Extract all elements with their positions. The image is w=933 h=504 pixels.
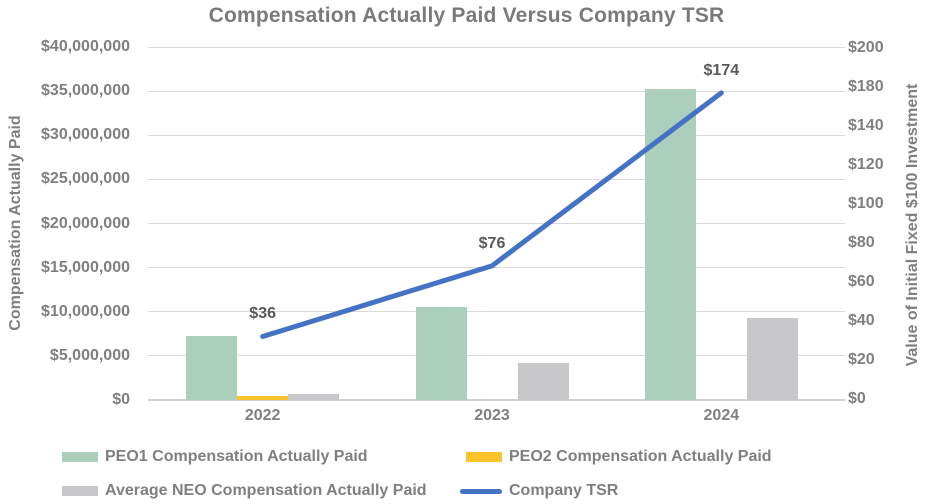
tsr-data-label: $76 [478, 234, 506, 252]
peo2-bar [237, 396, 289, 400]
gridline [148, 267, 845, 269]
peo1-bar [415, 307, 467, 400]
legend-label-peo2: PEO2 Compensation Actually Paid [509, 448, 772, 465]
gridline [148, 355, 845, 357]
left-axis-tick-label: $40,000,000 [41, 38, 130, 55]
left-axis-tick-label: $25,000,000 [41, 170, 130, 188]
right-axis-tick-label: $60 [848, 273, 875, 290]
legend-label-peo1: PEO1 Compensation Actually Paid [105, 448, 368, 465]
neo-bar [746, 317, 798, 400]
peo1-bar [186, 336, 238, 400]
right-axis-title: Value of Initial Fixed $100 Investment [904, 83, 921, 367]
right-axis-tick-label: $180 [848, 78, 884, 95]
left-axis-tick-label: $10,000,000 [41, 302, 130, 320]
tsr-data-label: $174 [703, 61, 740, 79]
gridline [148, 46, 845, 48]
tsr-line-swatch-icon [460, 488, 502, 494]
peo1-swatch-icon [62, 452, 98, 462]
left-axis-tick-label: $15,000,000 [41, 258, 130, 276]
gridline [148, 90, 845, 92]
gridline [148, 399, 845, 401]
legend-item-tsr: Company TSR [460, 481, 618, 501]
gridline [148, 178, 845, 180]
legend-label-neo: Average NEO Compensation Actually Paid [105, 482, 427, 499]
peo1-bar [644, 89, 696, 400]
right-axis-tick-label: $140 [848, 117, 884, 134]
x-axis-category-label: 2022 [244, 407, 281, 424]
peo2-swatch-icon [466, 452, 502, 462]
right-axis-tick-label: $200 [848, 39, 884, 56]
left-axis-tick-label: $0 [112, 391, 130, 408]
neo-bar [517, 362, 569, 400]
left-axis-tick-label: $30,000,000 [41, 126, 130, 144]
right-axis-tick-label: $120 [848, 156, 884, 173]
neo-bar [288, 394, 340, 400]
right-axis-tick-label: $0 [848, 390, 866, 407]
x-axis-category-label: 2024 [703, 407, 740, 424]
legend-item-peo2: PEO2 Compensation Actually Paid [466, 447, 772, 467]
right-axis-tick-label: $40 [848, 312, 875, 329]
neo-swatch-icon [62, 486, 98, 496]
left-axis-tick-label: $20,000,000 [41, 214, 130, 232]
gridline [148, 134, 845, 136]
left-axis-tick-label: $5,000,000 [49, 346, 130, 364]
chart-title: Compensation Actually Paid Versus Compan… [208, 4, 725, 27]
tsr-data-label: $36 [249, 305, 276, 323]
legend-item-peo1: PEO1 Compensation Actually Paid [62, 447, 368, 467]
legend-item-neo: Average NEO Compensation Actually Paid [62, 481, 427, 501]
right-axis-tick-label: $80 [848, 234, 875, 251]
right-axis-tick-label: $100 [848, 195, 884, 212]
right-axis-tick-label: $20 [848, 351, 875, 368]
gridline [148, 223, 845, 224]
left-axis-tick-label: $35,000,000 [41, 82, 130, 100]
x-axis-category-label: 2023 [474, 407, 510, 424]
legend-label-tsr: Company TSR [509, 482, 619, 499]
